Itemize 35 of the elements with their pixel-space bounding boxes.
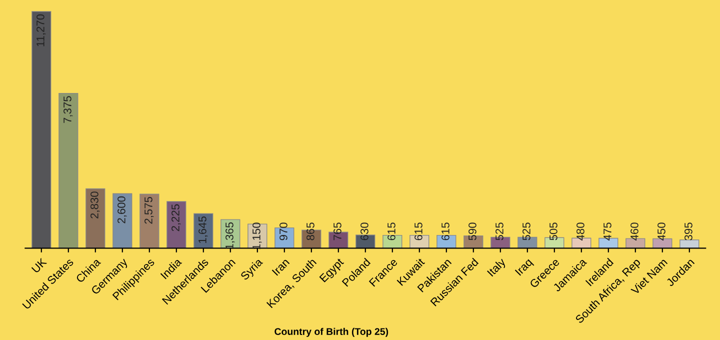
data-label: 475 bbox=[604, 222, 612, 240]
data-label: 1,150 bbox=[252, 222, 262, 250]
x-tick-label: Iran bbox=[272, 258, 290, 276]
data-label: 7,375 bbox=[64, 96, 73, 123]
bar bbox=[58, 92, 78, 248]
data-label: 525 bbox=[522, 222, 530, 240]
bar bbox=[112, 193, 132, 248]
data-label: 1,365 bbox=[226, 222, 235, 249]
data-label: 2,830 bbox=[90, 192, 100, 218]
data-label: 505 bbox=[550, 222, 558, 240]
x-tick-label: Italy bbox=[486, 257, 508, 278]
data-label: 395 bbox=[684, 222, 692, 240]
data-label: 2,225 bbox=[172, 204, 181, 232]
bar bbox=[32, 11, 52, 248]
data-label: 480 bbox=[576, 222, 584, 240]
data-label: 615 bbox=[414, 222, 422, 240]
data-label: 590 bbox=[468, 222, 476, 240]
data-label: 525 bbox=[496, 222, 504, 240]
data-label: 630 bbox=[360, 222, 368, 240]
data-label: 765 bbox=[334, 222, 342, 240]
bar bbox=[166, 201, 186, 248]
data-label: 865 bbox=[306, 222, 314, 240]
data-label: 615 bbox=[442, 222, 450, 240]
bar bbox=[680, 240, 700, 248]
x-axis-title: Country of Birth (Top 25) bbox=[274, 328, 388, 337]
data-label: 460 bbox=[630, 222, 638, 240]
data-label: 450 bbox=[658, 222, 666, 240]
bar bbox=[86, 188, 106, 248]
x-tick-label: UK bbox=[31, 258, 48, 274]
bar bbox=[140, 194, 160, 248]
data-label: 615 bbox=[388, 222, 396, 240]
data-label: 1,645 bbox=[198, 216, 208, 243]
data-label: 970 bbox=[280, 222, 288, 240]
data-label: 2,600 bbox=[118, 196, 127, 224]
data-label: 2,575 bbox=[144, 196, 154, 224]
